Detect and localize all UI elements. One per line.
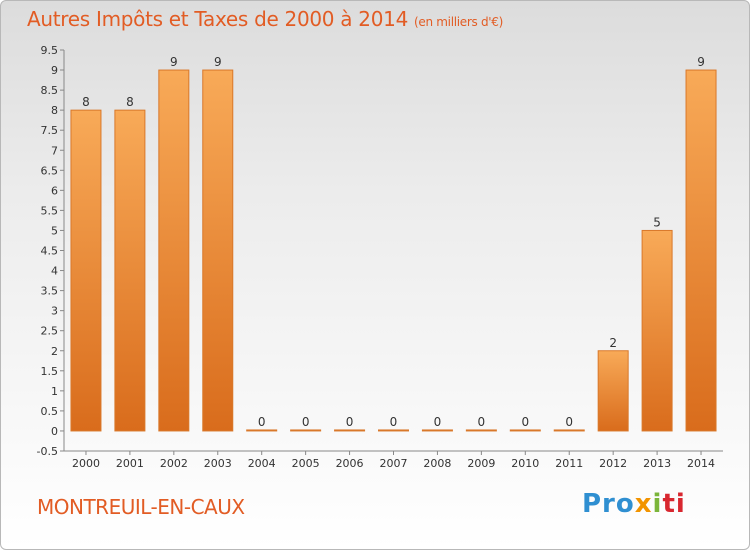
y-tick-label: 4.5 (41, 245, 59, 258)
bar-2014 (685, 69, 717, 432)
chart-subtitle: (en milliers d'€) (414, 15, 504, 29)
y-tick-label: 1 (51, 385, 58, 398)
data-label-2012: 2 (609, 336, 617, 350)
bar-2004 (246, 429, 278, 432)
y-tick-label: 0 (51, 425, 58, 438)
chart-title-text: Autres Impôts et Taxes de 2000 à 2014 (27, 7, 408, 31)
bar-2013 (641, 229, 673, 432)
bar-2001 (114, 109, 146, 432)
commune-name: MONTREUIL-EN-CAUX (37, 495, 245, 519)
x-axis-ticks: 2000 2001 2002 2003 2004 2005 2006 2007 2008 2009… (72, 451, 715, 470)
x-tick-label-2001: 2001 (116, 457, 144, 470)
logo-part-3: i (652, 489, 663, 519)
x-tick-label-2013: 2013 (643, 457, 671, 470)
x-tick-label-2009: 2009 (467, 457, 495, 470)
logo-part-2: x (634, 489, 653, 519)
data-label-2002: 9 (170, 55, 178, 69)
y-axis-ticks: -0.5 0 0.5 1 1.5 2 2.5 3 3.5 4 4.5 5 5.5 6 6.5 7 7.5 8 8.5… (37, 44, 64, 458)
data-label-2007: 0 (390, 415, 398, 429)
x-tick-label-2007: 2007 (380, 457, 408, 470)
x-tick-label-2011: 2011 (555, 457, 583, 470)
x-tick-label-2006: 2006 (336, 457, 364, 470)
y-tick-label: 3 (51, 305, 58, 318)
bar-2008 (421, 429, 453, 432)
data-label-2009: 0 (478, 415, 486, 429)
y-tick-label: 5 (51, 224, 58, 237)
bar-2010 (509, 429, 541, 432)
y-tick-label: -0.5 (37, 445, 58, 458)
y-tick-label: 5.5 (41, 204, 59, 217)
data-label-2010: 0 (521, 415, 529, 429)
y-tick-label: 7 (51, 144, 58, 157)
logo-part-4: ti (662, 489, 686, 519)
data-label-2001: 8 (126, 95, 134, 109)
proxiti-logo[interactable]: Proxiti (582, 489, 686, 519)
y-tick-label: 8.5 (41, 84, 59, 97)
bar-2005 (290, 429, 322, 432)
bar-2009 (465, 429, 497, 432)
x-tick-label-2005: 2005 (292, 457, 320, 470)
x-tick-label-2004: 2004 (248, 457, 276, 470)
bar-2003 (202, 69, 234, 432)
data-label-2008: 0 (434, 415, 442, 429)
x-tick-label-2010: 2010 (511, 457, 539, 470)
x-tick-label-2000: 2000 (72, 457, 100, 470)
y-tick-label: 4 (51, 265, 58, 278)
y-tick-label: 6.5 (41, 164, 59, 177)
y-tick-label: 2.5 (41, 325, 59, 338)
x-tick-label-2012: 2012 (599, 457, 627, 470)
bar-2000 (70, 109, 102, 432)
x-tick-label-2003: 2003 (204, 457, 232, 470)
y-tick-label: 0.5 (41, 405, 59, 418)
data-label-2013: 5 (653, 215, 661, 229)
data-label-2005: 0 (302, 415, 310, 429)
y-tick-label: 8 (51, 104, 58, 117)
bar-2012 (597, 350, 629, 432)
y-tick-label: 7.5 (41, 124, 59, 137)
y-tick-label: 9.5 (41, 44, 59, 57)
data-label-2000: 8 (82, 95, 90, 109)
y-tick-label: 9 (51, 64, 58, 77)
y-tick-label: 2 (51, 345, 58, 358)
data-label-2003: 9 (214, 55, 222, 69)
x-tick-label-2008: 2008 (423, 457, 451, 470)
chart-title: Autres Impôts et Taxes de 2000 à 2014 (en… (27, 7, 503, 31)
x-tick-label-2014: 2014 (687, 457, 715, 470)
y-tick-label: 3.5 (41, 285, 59, 298)
bar-2002 (158, 69, 190, 432)
bar-2011 (553, 429, 585, 432)
y-tick-label: 6 (51, 184, 58, 197)
bar-2006 (334, 429, 366, 432)
x-tick-label-2002: 2002 (160, 457, 188, 470)
y-tick-label: 1.5 (41, 365, 59, 378)
bar-2007 (378, 429, 409, 432)
data-label-2006: 0 (346, 415, 354, 429)
data-label-2014: 9 (697, 55, 705, 69)
bars: 8 8 9 9 0 0 0 0 0 0 0 0 2 5 9 (70, 55, 717, 432)
logo-part-1: Pro (582, 489, 635, 519)
data-label-2004: 0 (258, 415, 266, 429)
data-label-2011: 0 (565, 415, 573, 429)
